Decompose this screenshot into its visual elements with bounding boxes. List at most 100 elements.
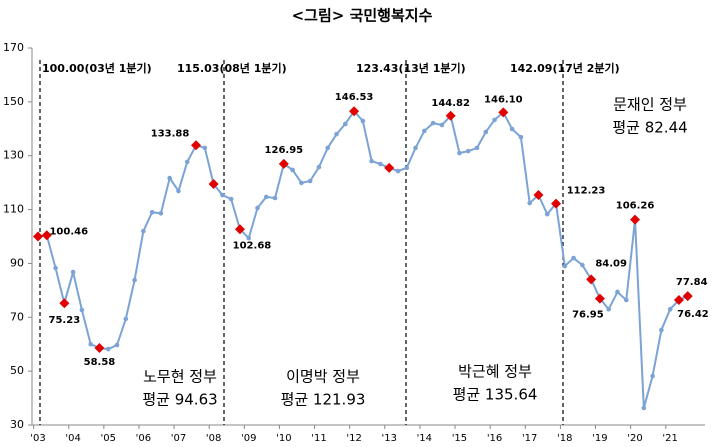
government-average: 평균 94.63 <box>142 391 217 409</box>
point <box>334 131 339 137</box>
highlight-marker <box>630 214 641 225</box>
data-label: 100.46 <box>49 226 88 237</box>
highlight-marker <box>586 274 597 285</box>
highlight-marker <box>551 198 562 209</box>
point <box>307 178 313 184</box>
highlight-marker <box>445 110 456 121</box>
point <box>465 148 471 154</box>
point <box>518 134 524 140</box>
point <box>667 306 673 312</box>
x-tick-label: '20 <box>627 433 642 444</box>
point <box>483 129 489 135</box>
x-tick-label: '13 <box>381 433 396 444</box>
x-tick-label: '18 <box>557 433 572 444</box>
point <box>53 265 58 271</box>
government-name: 문재인 정부 <box>613 96 687 114</box>
point <box>413 145 418 151</box>
data-label: 146.53 <box>335 92 374 103</box>
point <box>580 262 585 268</box>
annotation: 123.43(13년 1분기) <box>356 61 466 75</box>
data-label: 76.42 <box>677 309 709 320</box>
point <box>88 341 93 347</box>
point <box>79 307 85 313</box>
point <box>272 195 278 201</box>
government-name: 박근혜 정부 <box>458 363 532 381</box>
highlight-marker <box>682 291 693 302</box>
data-label: 84.09 <box>595 258 627 269</box>
point <box>158 211 164 216</box>
y-tick-label: 130 <box>3 149 24 162</box>
highlight-marker <box>208 178 219 189</box>
point <box>132 277 137 283</box>
point <box>167 175 172 181</box>
point <box>641 405 647 411</box>
point <box>299 180 304 186</box>
point <box>623 297 629 303</box>
point <box>149 209 155 215</box>
point <box>184 159 190 165</box>
x-tick-label: '16 <box>487 433 502 444</box>
point <box>562 263 568 269</box>
highlight-marker <box>498 107 509 118</box>
point <box>544 211 550 217</box>
highlight-marker <box>533 190 544 201</box>
highlight-marker <box>94 343 105 354</box>
x-tick-label: '21 <box>662 433 677 444</box>
point <box>659 327 664 333</box>
highlight-marker <box>278 158 289 169</box>
point <box>263 194 269 200</box>
point <box>325 145 331 151</box>
point <box>509 126 515 132</box>
point <box>228 196 234 202</box>
point <box>606 306 611 312</box>
point <box>141 228 146 234</box>
point <box>430 120 436 126</box>
point <box>176 188 181 194</box>
highlight-marker <box>673 294 684 305</box>
point <box>457 150 462 156</box>
highlight-marker <box>594 293 605 304</box>
data-label: 144.82 <box>431 98 470 109</box>
data-label: 146.10 <box>484 94 523 105</box>
point <box>615 289 620 295</box>
y-tick-label: 170 <box>3 41 24 54</box>
point <box>255 205 260 211</box>
series-line <box>37 109 689 409</box>
highlight-marker <box>191 140 202 151</box>
x-tick-label: '11 <box>311 433 326 444</box>
data-label: 76.95 <box>572 310 604 321</box>
point <box>105 346 111 352</box>
point <box>439 122 445 128</box>
point <box>70 269 76 275</box>
point <box>422 128 427 134</box>
point <box>369 158 374 164</box>
point <box>220 192 225 198</box>
highlight-marker <box>59 298 70 309</box>
y-tick-label: 110 <box>3 203 24 216</box>
y-tick-label: 70 <box>10 310 24 323</box>
highlight-marker <box>33 231 43 242</box>
x-tick-label: '10 <box>276 433 291 444</box>
point <box>492 117 497 123</box>
data-label: 106.26 <box>616 201 655 212</box>
annotation: 100.00(03년 1분기) <box>42 61 152 75</box>
y-tick-label: 50 <box>10 364 24 377</box>
government-average: 평균 135.64 <box>453 386 538 404</box>
x-tick-label: '06 <box>136 433 151 444</box>
point <box>571 255 576 261</box>
x-tick-label: '15 <box>452 433 467 444</box>
data-label: 75.23 <box>49 315 81 326</box>
point <box>360 118 366 124</box>
point <box>650 373 655 379</box>
government-name: 이명박 정부 <box>286 368 360 386</box>
highlight-marker <box>41 230 52 241</box>
highlight-marker <box>234 224 245 235</box>
x-tick-label: '17 <box>522 433 537 444</box>
y-tick-label: 150 <box>3 95 24 108</box>
chart-title: <그림> 국민행복지수 <box>292 7 433 25</box>
data-label: 112.23 <box>567 186 606 197</box>
point <box>290 167 295 173</box>
point <box>114 342 120 348</box>
government-average: 평균 121.93 <box>281 391 366 409</box>
